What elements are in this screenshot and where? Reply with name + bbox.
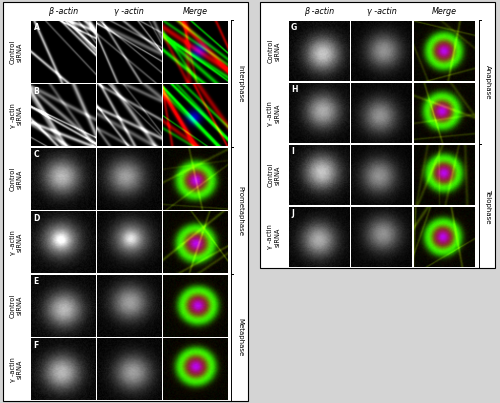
- Text: γ -actin
siRNA: γ -actin siRNA: [10, 230, 23, 255]
- Text: γ -actin
siRNA: γ -actin siRNA: [10, 103, 23, 128]
- Bar: [2, 2, 248, 401]
- Text: Prometaphase: Prometaphase: [238, 185, 244, 236]
- Text: Telophase: Telophase: [486, 189, 492, 223]
- Text: Control
siRNA: Control siRNA: [10, 294, 23, 318]
- Text: β -actin: β -actin: [304, 6, 334, 16]
- Text: Merge: Merge: [432, 6, 457, 16]
- Text: Anaphase: Anaphase: [486, 65, 492, 100]
- Text: J: J: [291, 209, 294, 218]
- Text: Interphase: Interphase: [238, 65, 244, 102]
- Text: γ -actin: γ -actin: [367, 6, 396, 16]
- Text: Control
siRNA: Control siRNA: [267, 163, 280, 187]
- Text: Merge: Merge: [183, 6, 208, 16]
- Text: I: I: [291, 147, 294, 156]
- Text: β -actin: β -actin: [48, 6, 78, 16]
- Bar: [260, 2, 495, 268]
- Text: G: G: [291, 23, 297, 32]
- Text: E: E: [34, 277, 39, 286]
- Text: Control
siRNA: Control siRNA: [267, 39, 280, 63]
- Text: γ -actin: γ -actin: [114, 6, 144, 16]
- Text: A: A: [34, 23, 40, 32]
- Text: F: F: [34, 341, 39, 350]
- Text: γ -actin
siRNA: γ -actin siRNA: [267, 224, 280, 249]
- Text: C: C: [34, 150, 39, 159]
- Text: γ -actin
siRNA: γ -actin siRNA: [267, 101, 280, 125]
- Text: D: D: [34, 214, 40, 223]
- Text: B: B: [34, 87, 40, 96]
- Text: Metaphase: Metaphase: [238, 318, 244, 357]
- Text: γ -actin
siRNA: γ -actin siRNA: [10, 357, 23, 382]
- Text: Control
siRNA: Control siRNA: [10, 40, 23, 64]
- Text: Control
siRNA: Control siRNA: [10, 167, 23, 191]
- Text: H: H: [291, 85, 298, 94]
